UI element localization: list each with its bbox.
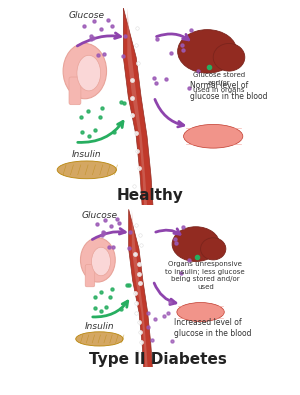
- Text: Increased level of
glucose in the blood: Increased level of glucose in the blood: [174, 318, 251, 338]
- FancyBboxPatch shape: [85, 265, 95, 287]
- Ellipse shape: [178, 30, 237, 73]
- Text: Glucose: Glucose: [69, 11, 105, 20]
- Ellipse shape: [76, 332, 123, 346]
- Ellipse shape: [63, 43, 106, 99]
- Ellipse shape: [77, 55, 100, 91]
- Ellipse shape: [184, 124, 243, 148]
- Ellipse shape: [57, 161, 116, 179]
- Text: alamy - CRW820: alamy - CRW820: [109, 376, 191, 386]
- Ellipse shape: [92, 247, 110, 276]
- Ellipse shape: [80, 238, 115, 282]
- Ellipse shape: [172, 227, 220, 261]
- PathPatch shape: [132, 209, 148, 367]
- Text: Normal level of
glucose in the blood: Normal level of glucose in the blood: [190, 81, 267, 101]
- Text: Insulin: Insulin: [85, 322, 114, 331]
- Text: Type II Diabetes: Type II Diabetes: [89, 352, 227, 367]
- Ellipse shape: [177, 303, 224, 322]
- Ellipse shape: [213, 43, 245, 71]
- PathPatch shape: [129, 209, 152, 367]
- PathPatch shape: [123, 8, 153, 205]
- Ellipse shape: [201, 238, 226, 260]
- Text: Glucose stored
and/or
used in organs: Glucose stored and/or used in organs: [193, 72, 245, 94]
- Text: Insulin: Insulin: [72, 150, 102, 158]
- PathPatch shape: [127, 8, 147, 205]
- Text: Glucose: Glucose: [81, 211, 117, 220]
- Text: Organs unresponsive
to insulin; less glucose
being stored and/or
used: Organs unresponsive to insulin; less glu…: [166, 261, 245, 290]
- FancyBboxPatch shape: [69, 77, 81, 105]
- Text: Healthy: Healthy: [117, 188, 183, 203]
